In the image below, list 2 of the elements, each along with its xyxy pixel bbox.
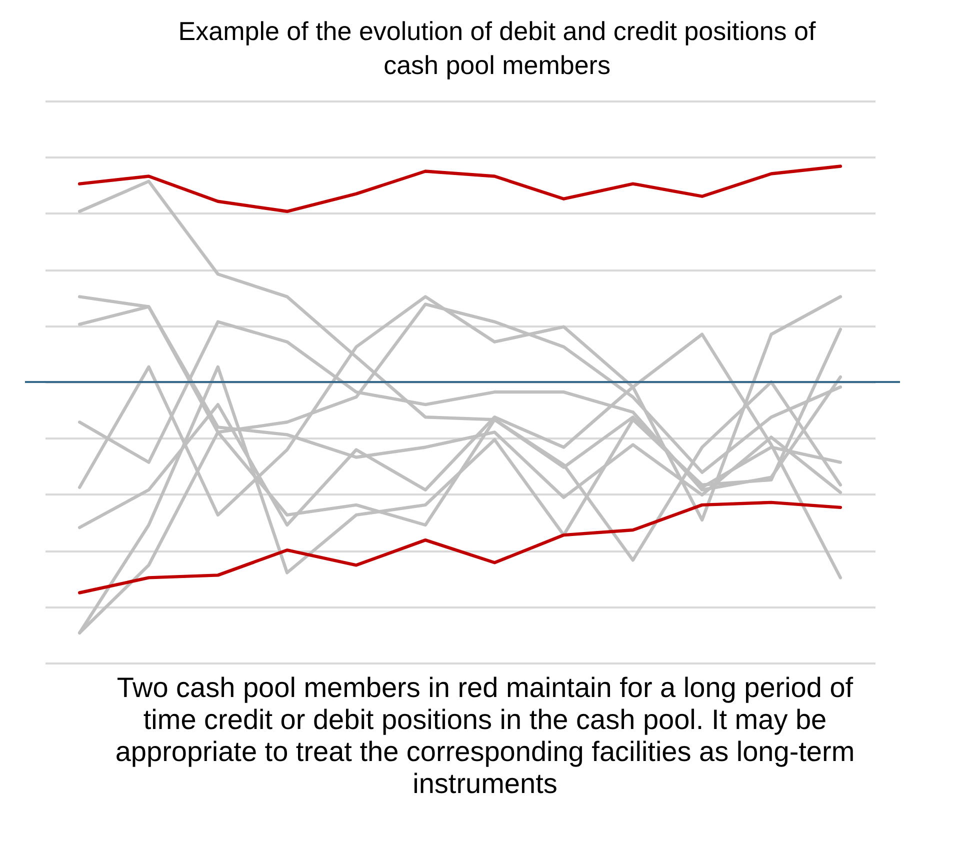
chart-title: Example of the evolution of debit and credit positions of cash pool members (178, 16, 816, 80)
text: Two cash pool members in red maintain for a long period of time credit or debit positions in the cash pool. It may be appropriate to treat the corresponding facilities as long-term instruments (115, 672, 855, 799)
